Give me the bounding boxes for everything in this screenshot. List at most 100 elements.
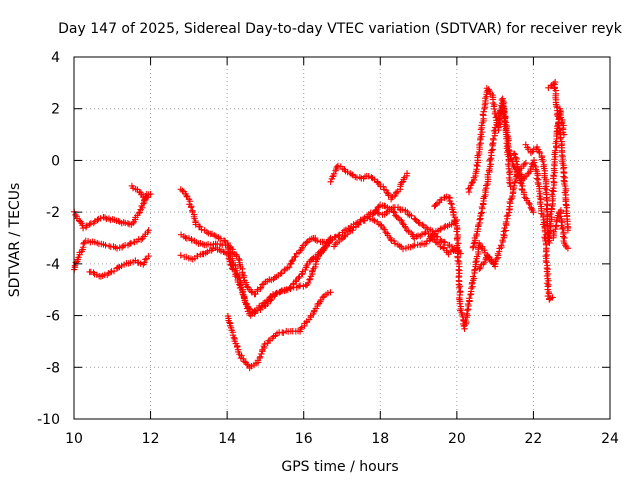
data-point — [474, 162, 481, 170]
data-point — [491, 124, 499, 131]
data-point — [287, 260, 294, 268]
data-point — [391, 240, 399, 247]
plot-frame — [73, 56, 611, 420]
data-point — [356, 173, 364, 181]
data-point — [220, 237, 228, 244]
data-point — [288, 258, 296, 265]
data-point — [553, 102, 560, 110]
data-point — [236, 281, 243, 288]
data-point — [243, 305, 251, 312]
data-point — [79, 224, 87, 232]
data-point — [521, 160, 528, 168]
data-point — [286, 285, 293, 292]
data-point — [440, 238, 448, 245]
axis-ticks — [73, 56, 611, 420]
data-point — [101, 214, 109, 221]
data-point — [533, 175, 541, 182]
y-tick-label: -8 — [46, 360, 60, 376]
data-point — [553, 111, 561, 119]
data-point — [141, 259, 148, 266]
data-point — [392, 189, 400, 196]
data-point — [390, 208, 397, 215]
data-point — [311, 263, 319, 271]
data-point — [327, 178, 334, 186]
data-point — [183, 192, 190, 200]
data-point — [487, 156, 494, 163]
data-point — [303, 239, 310, 246]
data-point — [348, 171, 356, 178]
y-tick-label: -6 — [46, 309, 60, 325]
series-track-h — [224, 289, 334, 372]
series-track-t — [550, 207, 572, 252]
series-track-c — [86, 252, 152, 280]
series-track-a — [71, 190, 150, 232]
data-point — [110, 267, 118, 275]
y-tick-label: -2 — [46, 205, 60, 221]
data-point — [466, 295, 473, 302]
data-point — [251, 307, 258, 315]
data-point — [317, 250, 324, 258]
x-tick-label: 10 — [65, 431, 83, 447]
data-point — [403, 170, 411, 177]
data-point — [102, 242, 109, 249]
data-point — [313, 256, 321, 263]
data-point — [535, 148, 543, 155]
data-point — [555, 122, 562, 129]
x-tick-label: 18 — [371, 431, 389, 447]
data-point — [83, 222, 90, 229]
data-point — [97, 215, 104, 222]
data-point — [510, 150, 518, 157]
data-point — [257, 284, 265, 291]
data-point — [453, 228, 460, 235]
data-point — [107, 268, 115, 276]
chart-title: Day 147 of 2025, Sidereal Day-to-day VTE… — [58, 21, 623, 37]
data-point — [396, 216, 404, 223]
data-point — [380, 224, 387, 232]
data-point — [522, 159, 529, 167]
data-point — [562, 201, 570, 208]
data-point — [469, 273, 477, 280]
data-point — [323, 240, 330, 247]
data-point — [546, 296, 553, 303]
data-point — [377, 221, 385, 229]
data-point — [94, 216, 101, 224]
data-point — [496, 110, 503, 117]
data-point — [445, 194, 453, 201]
data-point — [510, 182, 518, 190]
data-point — [415, 219, 422, 226]
data-point — [129, 219, 137, 227]
data-point — [550, 185, 557, 192]
data-point — [546, 235, 553, 242]
data-point — [506, 179, 513, 186]
data-point — [297, 247, 304, 254]
data-point — [557, 135, 564, 143]
data-point — [487, 161, 495, 168]
data-point — [543, 280, 551, 287]
y-axis-label: SDTVAR / TECUs — [7, 183, 23, 298]
data-point — [549, 294, 556, 301]
data-point — [145, 252, 152, 260]
data-point — [227, 261, 234, 268]
data-point — [451, 216, 458, 224]
data-point — [498, 99, 506, 107]
y-tick-labels: -10 -8 -6 -4 -2 0 2 4 — [37, 50, 60, 428]
x-tick-labels: 10 12 14 16 18 20 22 24 — [65, 431, 619, 447]
data-point — [530, 208, 537, 216]
data-point — [243, 360, 251, 368]
data-point — [349, 227, 356, 234]
data-point — [441, 224, 448, 231]
x-tick-label: 22 — [525, 431, 543, 447]
data-point — [372, 207, 379, 215]
data-point — [192, 221, 199, 228]
data-point — [490, 259, 498, 267]
data-point — [365, 172, 372, 180]
data-point — [177, 252, 184, 259]
x-tick-label: 14 — [218, 431, 236, 447]
data-point — [399, 206, 406, 213]
data-point — [470, 240, 478, 247]
x-tick-label: 12 — [142, 431, 160, 447]
data-point — [506, 171, 514, 178]
data-point — [505, 146, 512, 154]
